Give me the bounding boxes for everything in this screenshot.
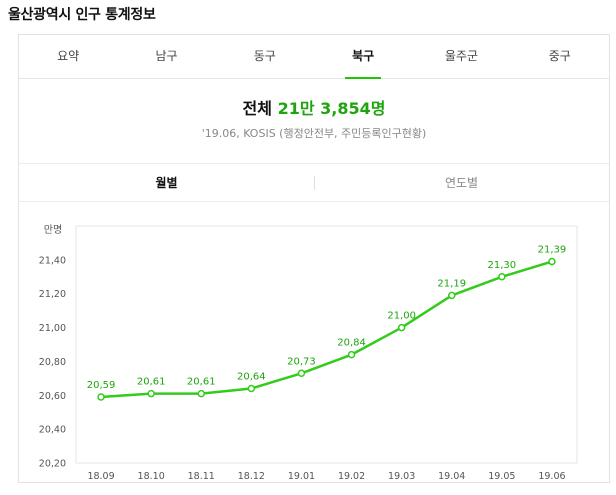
period-tabs: 월별 연도별 <box>19 164 609 202</box>
data-label: 20,61 <box>187 377 216 388</box>
tab-ulju-gun[interactable]: 울주군 <box>444 49 479 63</box>
x-tick-label: 19.01 <box>288 471 315 482</box>
tab-summary[interactable]: 요약 <box>57 49 80 63</box>
data-label: 20,59 <box>87 380 116 391</box>
data-label: 20,84 <box>337 338 366 349</box>
total-value: 21만 3,854명 <box>277 99 386 118</box>
plot-area <box>75 225 578 464</box>
x-tick-label: 19.05 <box>488 471 515 482</box>
data-point <box>197 389 205 398</box>
data-point <box>297 369 306 378</box>
data-label: 20,64 <box>237 372 266 383</box>
y-tick-label: 21,20 <box>39 289 66 300</box>
data-point <box>247 384 256 393</box>
total-line: 전체 21만 3,854명 <box>19 79 609 119</box>
x-tick-label: 18.11 <box>188 471 215 482</box>
x-tick-label: 19.02 <box>338 471 365 482</box>
tab-buk-gu[interactable]: 북구 <box>314 35 412 79</box>
data-label: 21,19 <box>437 278 466 289</box>
data-point <box>448 291 456 300</box>
tab-dong-gu[interactable]: 동구 <box>253 49 276 63</box>
data-label: 21,00 <box>387 311 416 322</box>
x-tick-label: 19.06 <box>538 471 565 482</box>
data-label: 21,30 <box>488 260 517 271</box>
page-title: 울산광역시 인구 통계정보 <box>8 7 156 23</box>
x-tick-label: 19.04 <box>438 471 465 482</box>
tab-nam-gu[interactable]: 남구 <box>155 49 178 63</box>
x-tick-label: 18.10 <box>138 471 165 482</box>
x-tick-label: 19.03 <box>388 471 415 482</box>
source-text: '19.06, KOSIS (행정안전부, 주민등록인구현황) <box>201 127 427 140</box>
data-point <box>97 393 105 401</box>
y-tick-label: 21,40 <box>39 255 66 266</box>
data-point <box>397 323 406 332</box>
data-point <box>498 273 506 281</box>
population-line-chart: 만명 20,20 20,40 20,60 20,80 21,00 21,20 21,40 18.… <box>39 224 578 482</box>
y-tick-label: 21,00 <box>39 323 66 334</box>
data-label: 21,39 <box>538 245 567 256</box>
data-point <box>548 257 556 266</box>
y-tick-label: 20,60 <box>39 391 66 402</box>
x-tick-label: 18.12 <box>238 471 265 482</box>
population-card: 요약 남구 동구 북구 울주군 중구 전체 21만 3,854명 '19.06,… <box>18 34 610 483</box>
data-label: 20,73 <box>287 356 316 367</box>
data-label: 20,61 <box>137 377 166 388</box>
tab-monthly[interactable]: 월별 <box>155 176 178 190</box>
district-tabs: 요약 남구 동구 북구 울주군 중구 <box>19 35 609 79</box>
tab-yearly[interactable]: 연도별 <box>444 176 479 190</box>
tab-divider <box>314 176 315 190</box>
data-point <box>347 350 356 359</box>
y-tick-label: 20,20 <box>39 459 66 470</box>
total-label: 전체 <box>242 99 272 118</box>
population-summary: 전체 21만 3,854명 '19.06, KOSIS (행정안전부, 주민등록… <box>19 79 609 164</box>
y-tick-label: 20,40 <box>39 425 66 436</box>
series-line <box>99 260 554 399</box>
x-tick-label: 18.09 <box>87 471 114 482</box>
data-point <box>147 389 155 398</box>
y-axis-unit-label: 만명 <box>44 224 62 236</box>
tab-jung-gu[interactable]: 중구 <box>548 49 571 63</box>
y-tick-label: 20,80 <box>39 357 66 368</box>
